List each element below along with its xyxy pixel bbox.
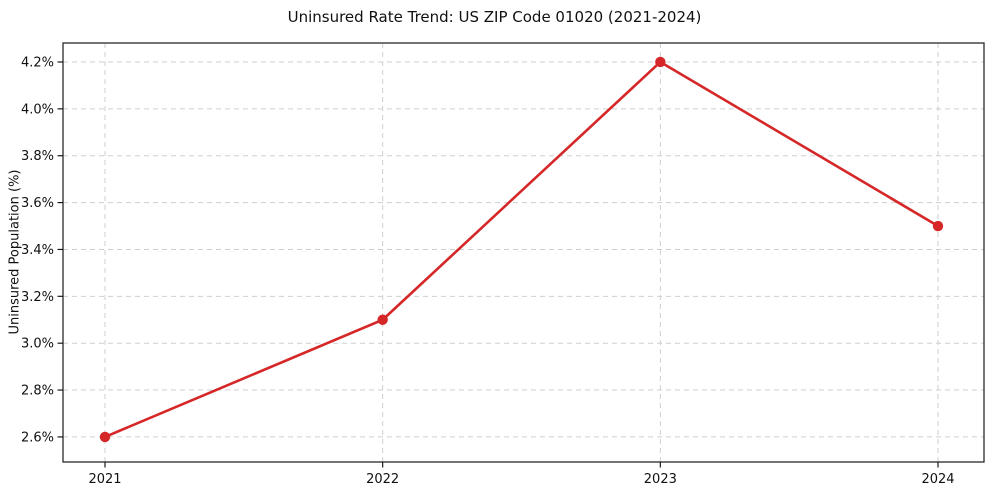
data-point-marker <box>377 314 388 325</box>
y-tick-label: 4.0% <box>21 102 54 117</box>
y-tick-label: 4.2% <box>21 55 54 70</box>
y-tick-label: 2.8% <box>21 384 54 399</box>
plot-border <box>62 42 985 463</box>
data-point-marker <box>932 220 944 232</box>
data-point-marker <box>655 56 666 68</box>
y-tick-label: 3.6% <box>21 196 54 211</box>
y-tick-label: 3.4% <box>21 243 54 258</box>
x-tick-label: 2024 <box>921 472 954 487</box>
x-tick-label: 2021 <box>88 472 121 487</box>
data-line <box>103 60 940 439</box>
y-tick-label: 3.2% <box>21 290 54 305</box>
y-tick-label: 3.0% <box>21 337 54 352</box>
chart-title: Uninsured Rate Trend: US ZIP Code 01020 … <box>287 8 702 26</box>
y-tick-label: 3.8% <box>21 149 54 164</box>
data-point-marker <box>99 431 111 443</box>
x-tick-label: 2022 <box>366 472 399 487</box>
x-tick-label: 2023 <box>644 472 677 487</box>
y-tick-label: 2.6% <box>21 430 54 445</box>
